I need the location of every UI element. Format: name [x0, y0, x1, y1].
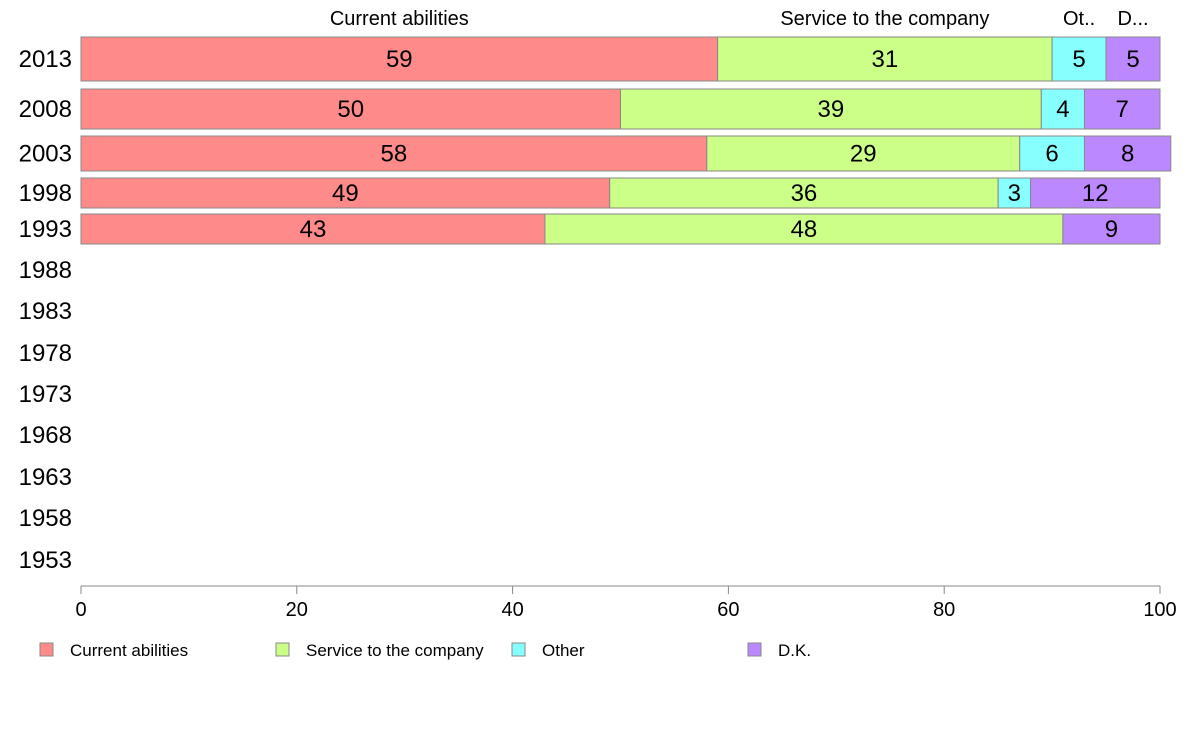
bar-2013-series-2	[1051, 36, 1107, 82]
bar-label-1993-series-1: 48	[791, 216, 818, 243]
bar-2008-series-1	[620, 88, 1042, 130]
bar-label-2013-series-1: 31	[872, 46, 899, 73]
bar-label-1993-series-0: 43	[300, 216, 327, 243]
x-tick-label-100: 100	[1143, 599, 1176, 621]
bar-label-2003-series-3: 8	[1121, 141, 1134, 168]
column-header-1: Service to the company	[780, 8, 989, 30]
bar-label-1993-series-3: 9	[1105, 216, 1118, 243]
bar-2008-series-2	[1040, 88, 1085, 130]
bar-1998-series-1	[609, 177, 999, 209]
bar-label-1998-series-1: 36	[791, 180, 818, 207]
bar-1993-series-0	[80, 213, 546, 245]
bar-label-2008-series-3: 7	[1116, 96, 1129, 123]
bar-2003-series-1	[706, 135, 1021, 172]
year-label-1993: 1993	[19, 216, 72, 243]
bar-1993-series-3	[1062, 213, 1161, 245]
x-tick-label-20: 20	[286, 599, 308, 621]
bar-2013-series-3	[1105, 36, 1161, 82]
bar-label-2013-series-3: 5	[1126, 46, 1139, 73]
bar-label-2003-series-2: 6	[1045, 141, 1058, 168]
bar-label-2008-series-1: 39	[818, 96, 845, 123]
bar-label-1998-series-2: 3	[1008, 180, 1021, 207]
year-labels: 2013 2008 2003 1998 1993 1988 1983 1978 1973 1968…	[19, 46, 72, 574]
year-label-1988: 1988	[19, 257, 72, 284]
year-label-1998: 1998	[19, 180, 72, 207]
bar-label-1998-series-0: 49	[332, 180, 359, 207]
legend-swatch-3	[747, 642, 762, 657]
legend-label-3: D.K.	[778, 641, 811, 660]
year-label-2013: 2013	[19, 46, 72, 73]
bar-1998-series-3	[1030, 177, 1161, 209]
bar-2003-series-3	[1083, 135, 1172, 172]
bars: 59 31 5 5 50 39 4 7 58 29 6 8 49 36 3 12 43 48 9	[80, 36, 1172, 245]
bar-2013-series-0	[80, 36, 719, 82]
legend-swatch-1	[275, 642, 290, 657]
bar-1998-series-0	[80, 177, 611, 209]
year-label-1968: 1968	[19, 422, 72, 449]
year-label-2008: 2008	[19, 96, 72, 123]
bar-1993-series-1	[544, 213, 1064, 245]
x-tick-label-80: 80	[933, 599, 955, 621]
legend-label-2: Other	[542, 641, 585, 660]
column-headers: Current abilities Service to the company O…	[330, 8, 1149, 30]
bar-label-2013-series-0: 59	[386, 46, 413, 73]
column-header-3: D...	[1117, 8, 1148, 30]
bar-label-1998-series-3: 12	[1082, 180, 1109, 207]
bar-2003-series-0	[80, 135, 708, 172]
year-label-1963: 1963	[19, 464, 72, 491]
legend-swatch-0	[39, 642, 54, 657]
x-axis: 0 20 40 60 80 100	[75, 585, 1177, 621]
bar-2013-series-1	[717, 36, 1053, 82]
legend-label-1: Service to the company	[306, 641, 484, 660]
bar-label-2008-series-0: 50	[337, 96, 364, 123]
year-label-2003: 2003	[19, 141, 72, 168]
year-label-1958: 1958	[19, 505, 72, 532]
legend-label-0: Current abilities	[70, 641, 188, 660]
x-tick-label-0: 0	[75, 599, 86, 621]
bar-label-2003-series-0: 58	[381, 141, 408, 168]
column-header-0: Current abilities	[330, 8, 469, 30]
x-tick-label-40: 40	[501, 599, 523, 621]
year-label-1978: 1978	[19, 340, 72, 367]
bar-label-2008-series-2: 4	[1056, 96, 1069, 123]
bar-2008-series-3	[1083, 88, 1161, 130]
year-label-1983: 1983	[19, 298, 72, 325]
bar-label-2003-series-1: 29	[850, 141, 877, 168]
bar-label-2013-series-2: 5	[1072, 46, 1085, 73]
column-header-2: Ot..	[1063, 8, 1095, 30]
year-label-1953: 1953	[19, 547, 72, 574]
legend-swatch-2	[511, 642, 526, 657]
bar-2008-series-0	[80, 88, 621, 130]
legend: Current abilities Service to the company O…	[39, 641, 811, 660]
year-label-1973: 1973	[19, 381, 72, 408]
x-tick-label-60: 60	[717, 599, 739, 621]
